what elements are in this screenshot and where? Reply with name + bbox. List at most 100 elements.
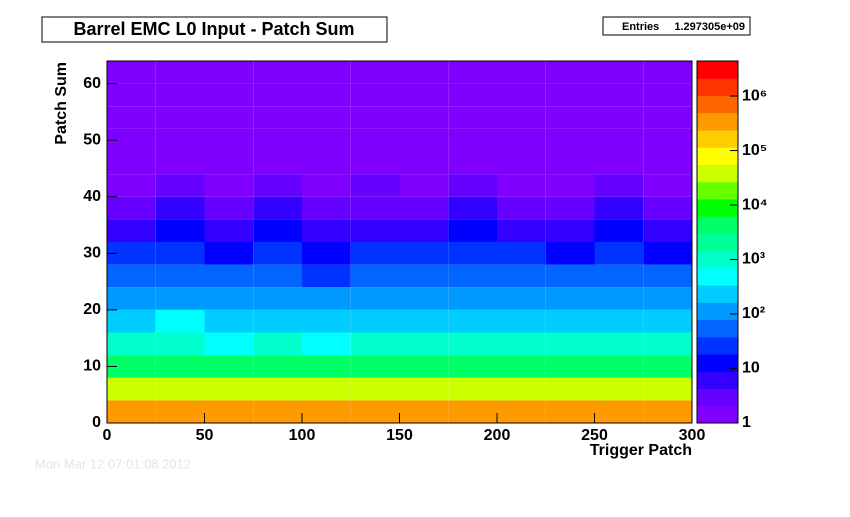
palette-band	[697, 267, 738, 286]
heat-cell	[643, 106, 692, 129]
heat-cell	[497, 151, 546, 175]
heat-cell	[399, 61, 449, 84]
heat-cell	[643, 61, 692, 84]
heat-cell	[253, 242, 302, 265]
heat-cell	[399, 355, 449, 378]
x-tick-label: 100	[289, 427, 316, 444]
heat-cell	[545, 242, 595, 265]
palette-band	[697, 285, 738, 303]
heat-cell	[497, 106, 546, 129]
heat-cell	[302, 128, 351, 152]
heat-cell	[204, 332, 254, 356]
heat-cell	[643, 400, 692, 423]
heat-cell	[155, 242, 205, 265]
chart-title: Barrel EMC L0 Input - Patch Sum	[73, 19, 354, 39]
heat-cell	[302, 196, 351, 220]
heat-cell	[399, 196, 449, 220]
heat-cell	[155, 61, 205, 84]
heat-cell	[497, 242, 546, 265]
heat-cell	[399, 332, 449, 356]
heat-cell	[448, 83, 497, 107]
heat-cell	[302, 309, 351, 333]
heat-cell	[399, 264, 449, 288]
heat-cell	[594, 61, 644, 84]
heat-cell	[204, 61, 254, 84]
heat-cell	[545, 151, 595, 175]
z-tick-label: 10⁴	[742, 196, 768, 213]
heat-cell	[155, 264, 205, 288]
heat-cell	[253, 61, 302, 84]
x-tick-label: 200	[484, 427, 511, 444]
heat-cell	[448, 196, 497, 220]
heat-cell	[350, 174, 400, 197]
heat-cell	[643, 128, 692, 152]
heat-cell	[545, 377, 595, 401]
heat-cell	[107, 219, 156, 242]
palette-band	[697, 129, 738, 148]
x-tick-label: 50	[196, 427, 214, 444]
heat-cell	[545, 400, 595, 423]
heat-cell	[448, 400, 497, 423]
heat-cell	[399, 242, 449, 265]
heat-cell	[155, 196, 205, 220]
x-tick-label: 0	[103, 427, 112, 444]
heat-cell	[204, 196, 254, 220]
heat-cell	[594, 355, 644, 378]
y-tick-label: 60	[83, 75, 101, 92]
heat-cell	[594, 219, 644, 242]
heat-cell	[253, 106, 302, 129]
heat-cell	[497, 400, 546, 423]
heat-cell	[350, 355, 400, 378]
heat-cell	[350, 106, 400, 129]
z-tick-label: 10²	[742, 305, 765, 322]
heat-cell	[399, 174, 449, 197]
heat-cell	[643, 309, 692, 333]
heat-cell	[545, 61, 595, 84]
heat-cell	[302, 242, 351, 265]
heat-cell	[497, 377, 546, 401]
heat-cell	[253, 219, 302, 242]
heat-cell	[399, 83, 449, 107]
heat-cell	[545, 196, 595, 220]
y-tick-label: 30	[83, 245, 101, 262]
heat-cell	[253, 151, 302, 175]
heat-cell	[448, 309, 497, 333]
palette-band	[697, 371, 738, 390]
heat-cell	[643, 219, 692, 242]
heat-cell	[448, 242, 497, 265]
heat-cell	[350, 400, 400, 423]
heat-cell	[204, 128, 254, 152]
heat-cell	[302, 174, 351, 197]
heat-cell	[594, 400, 644, 423]
z-tick-label: 10³	[742, 251, 765, 268]
heat-cell	[204, 106, 254, 129]
heat-cell	[302, 287, 351, 310]
heat-cell	[107, 332, 156, 356]
heat-cell	[302, 332, 351, 356]
stats-label: Entries	[622, 21, 659, 33]
heat-cell	[643, 264, 692, 288]
heat-cell	[497, 309, 546, 333]
heat-cell	[448, 128, 497, 152]
heat-cell	[497, 83, 546, 107]
heat-cell	[448, 151, 497, 175]
heat-cell	[594, 174, 644, 197]
heat-cell	[155, 309, 205, 333]
heat-cell	[399, 309, 449, 333]
heat-cell	[497, 287, 546, 310]
y-tick-label: 40	[83, 188, 101, 205]
y-tick-label: 10	[83, 358, 101, 375]
heat-cell	[107, 174, 156, 197]
heat-cell	[302, 219, 351, 242]
heat-cell	[545, 309, 595, 333]
heat-cell	[155, 174, 205, 197]
palette-band	[697, 354, 738, 372]
heat-cell	[253, 264, 302, 288]
palette-band	[697, 216, 738, 234]
palette-band	[697, 302, 738, 321]
palette-band	[697, 78, 738, 96]
heat-cell	[107, 400, 156, 423]
heat-cell	[448, 174, 497, 197]
heat-cell	[643, 174, 692, 197]
